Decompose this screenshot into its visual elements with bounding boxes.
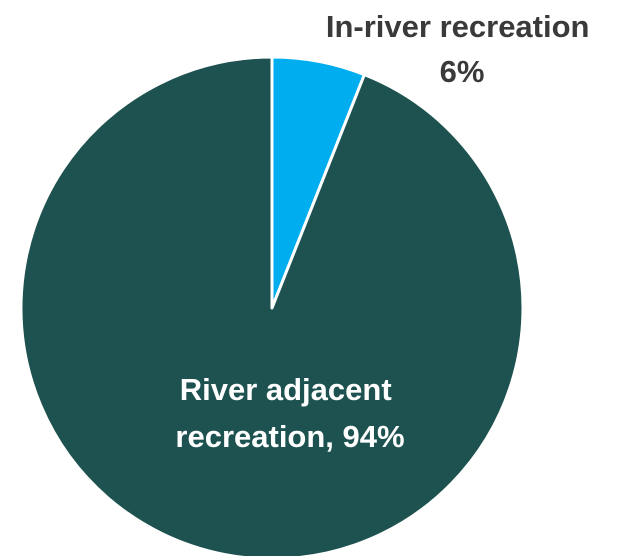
- slice-label-river-adjacent-line-2: recreation, 94%: [175, 419, 404, 454]
- pie-slice-river-adjacent: [19, 55, 525, 556]
- pie-slices: [19, 55, 525, 556]
- slice-label-river-adjacent-line-1: River adjacent: [180, 372, 392, 407]
- slice-label-river-adjacent: River adjacent recreation, 94%: [175, 372, 404, 454]
- slice-label-in-river-line-2: 6%: [440, 54, 485, 89]
- pie-labels: In-river recreation 6% River adjacent re…: [175, 9, 598, 454]
- slice-label-in-river-line-1: In-river recreation: [326, 9, 590, 44]
- slice-label-in-river: In-river recreation 6%: [326, 9, 598, 89]
